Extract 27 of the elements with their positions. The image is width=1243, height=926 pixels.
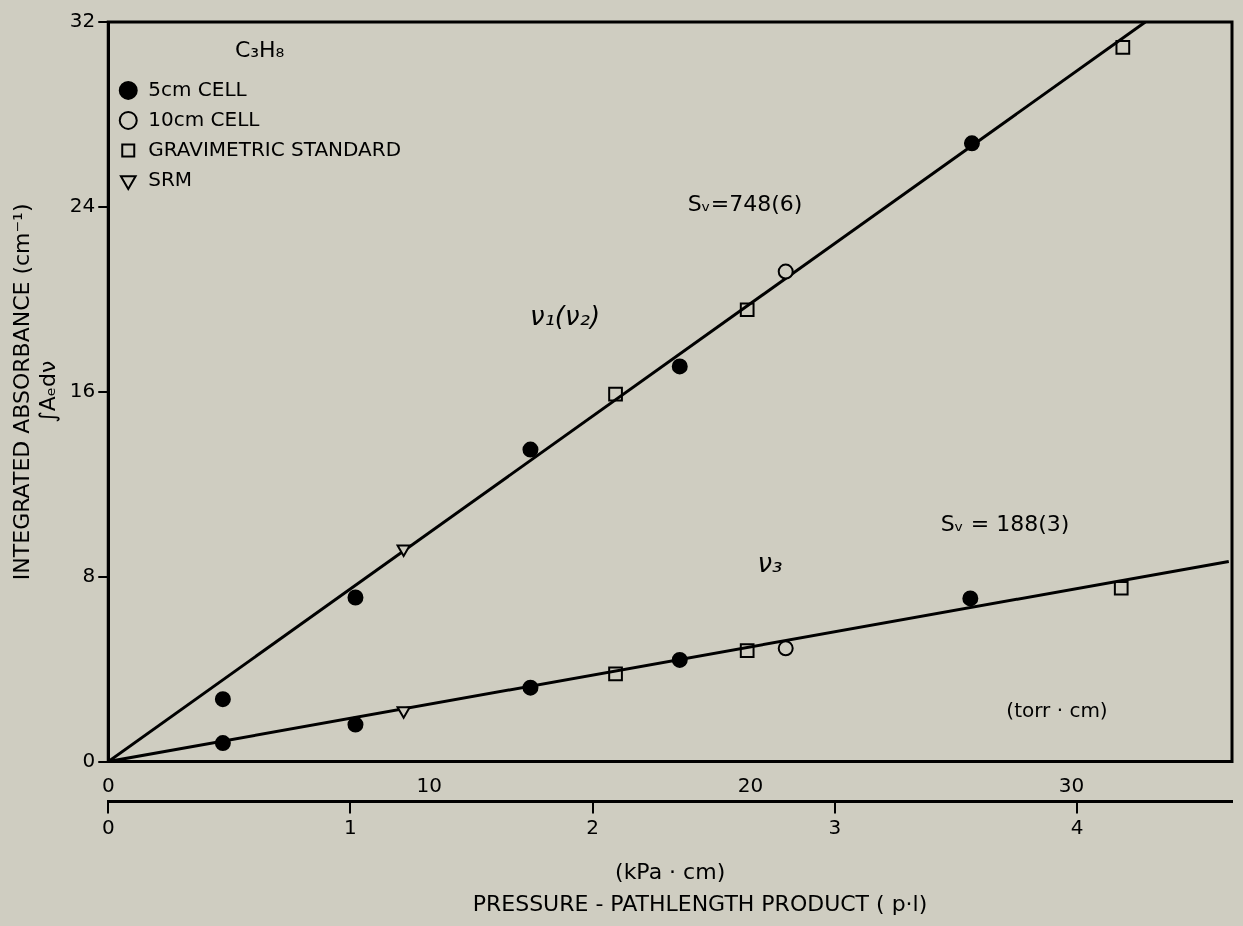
legend-label: SRM xyxy=(148,166,193,191)
text: PRESSURE - PATHLENGTH PRODUCT ( p·l) xyxy=(472,890,928,916)
x-tick-label: 10 xyxy=(416,772,443,797)
x-axis-title: (torr · cm) xyxy=(1006,697,1108,722)
x-tick-label: 20 xyxy=(737,772,764,797)
y-axis-title: INTEGRATED ABSORBANCE (cm⁻¹) ∫Aₑdν xyxy=(8,203,61,581)
x-tick-label: 30 xyxy=(1058,772,1085,797)
annotation: ν₃ xyxy=(757,547,783,578)
x2-tick-label: 1 xyxy=(344,814,357,839)
y-tick-label: 8 xyxy=(82,562,96,587)
legend-label: 5cm CELL xyxy=(148,76,248,101)
annotation: ν₁(ν₂) xyxy=(529,300,601,331)
y-tick-label: 0 xyxy=(82,747,96,772)
annotation: Sᵥ=748(6) xyxy=(687,190,803,216)
x2-axis-title: (kPa · cm) xyxy=(615,858,726,884)
y-tick-label: 24 xyxy=(69,193,96,218)
legend-label: GRAVIMETRIC STANDARD xyxy=(148,136,402,161)
annotation: Sᵥ = 188(3) xyxy=(940,510,1070,536)
legend-label: 10cm CELL xyxy=(148,106,261,131)
legend-title: C₃H₈ xyxy=(234,36,285,62)
x-tick-label: 0 xyxy=(101,772,115,797)
x2-tick-label: 2 xyxy=(586,814,599,839)
x2-tick-label: 3 xyxy=(828,814,842,839)
y-tick-label: 16 xyxy=(69,378,96,402)
x2-tick-label: 4 xyxy=(1070,814,1084,839)
y-tick-label: 32 xyxy=(69,8,96,33)
x2-tick-label: 0 xyxy=(101,814,115,839)
